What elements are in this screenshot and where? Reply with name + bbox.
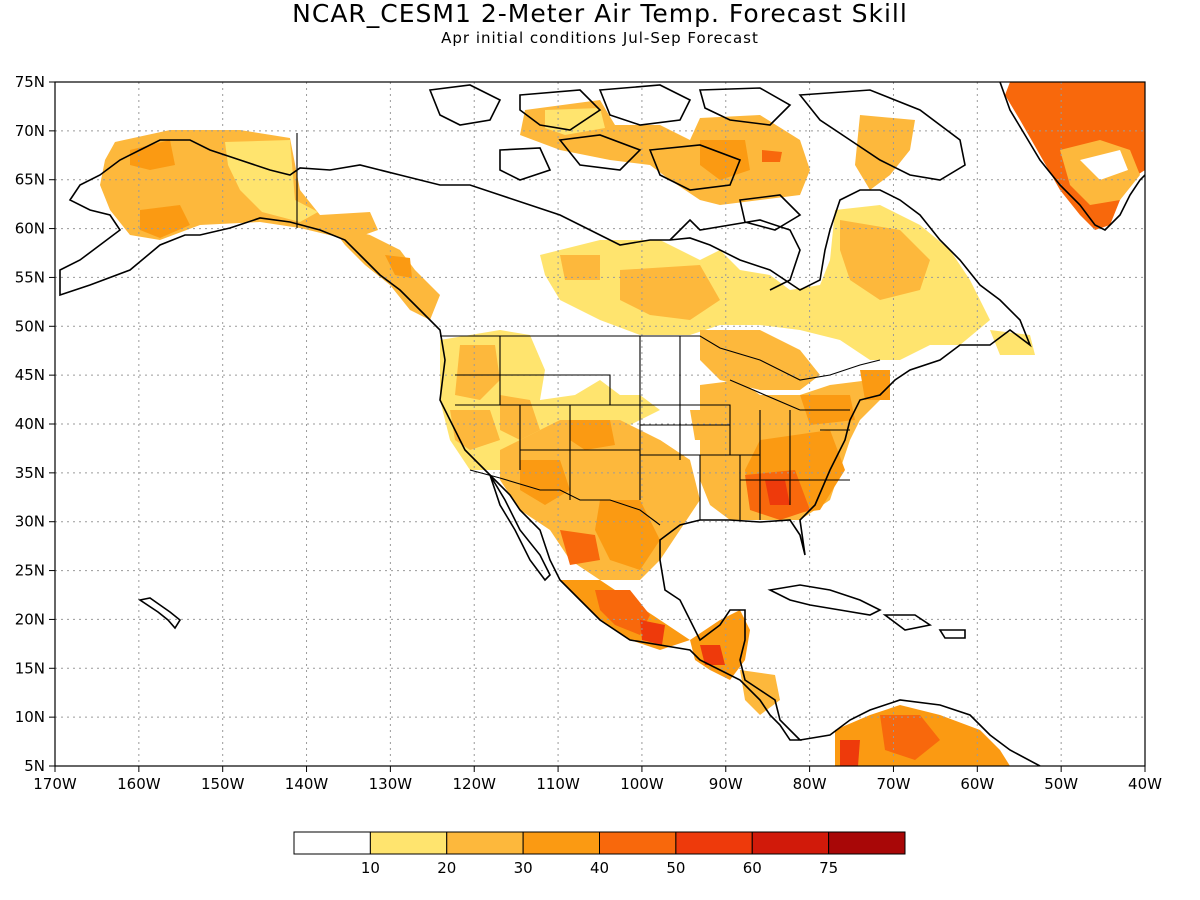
shade-bc-coast: [330, 225, 440, 320]
lat-tick-label: 35N: [15, 464, 45, 482]
political-borders: [296, 133, 881, 526]
lat-tick-label: 10N: [15, 708, 45, 726]
lat-tick-label: 15N: [15, 659, 45, 677]
coastline-south-america: [799, 699, 1041, 766]
shade-alaska-orange: [130, 140, 175, 170]
lon-tick-label: 90W: [709, 775, 743, 793]
lat-tick-label: 20N: [15, 610, 45, 628]
colorbar: 10 20 30 40 50 60 75: [293, 831, 906, 877]
lon-tick-label: 60W: [960, 775, 994, 793]
colorbar-swatch: [599, 831, 677, 855]
lat-tick-label: 5N: [24, 757, 45, 775]
map-title: NCAR_CESM1 2-Meter Air Temp. Forecast Sk…: [292, 0, 908, 28]
colorbar-label: 60: [743, 859, 762, 877]
coastline-north-america: [59, 139, 1032, 741]
colorbar-label: 10: [361, 859, 380, 877]
lon-tick-label: 150W: [201, 775, 245, 793]
lon-tick-label: 160W: [117, 775, 161, 793]
lat-tick-label: 45N: [15, 366, 45, 384]
longitude-labels: 170W 160W 150W 140W 130W 120W 110W 100W 90W 80W 70…: [33, 775, 1162, 793]
colorbar-swatch: [293, 831, 371, 855]
colorbar-swatch: [675, 831, 753, 855]
lat-tick-label: 60N: [15, 220, 45, 238]
coastline-greenland: [999, 82, 1145, 231]
colorbar-swatch: [446, 831, 524, 855]
lon-tick-label: 80W: [793, 775, 827, 793]
lon-tick-label: 100W: [620, 775, 664, 793]
lon-tick-label: 40W: [1128, 775, 1162, 793]
skill-shading: [100, 82, 1145, 766]
colorbar-label: 40: [590, 859, 609, 877]
shade-alaska-light: [225, 140, 318, 222]
lat-tick-label: 70N: [15, 122, 45, 140]
lat-tick-label: 75N: [15, 73, 45, 91]
lat-tick-label: 50N: [15, 317, 45, 335]
colorbar-swatch: [751, 831, 830, 855]
map-subtitle: Apr initial conditions Jul-Sep Forecast: [441, 29, 759, 47]
colorbar-swatch: [369, 831, 448, 855]
lon-tick-label: 70W: [877, 775, 911, 793]
lon-tick-label: 130W: [369, 775, 413, 793]
lon-tick-label: 110W: [536, 775, 580, 793]
lon-tick-label: 50W: [1044, 775, 1078, 793]
lon-tick-label: 140W: [285, 775, 329, 793]
lon-tick-label: 120W: [452, 775, 496, 793]
colorbar-swatch: [828, 831, 906, 855]
lat-tick-label: 30N: [15, 513, 45, 531]
lat-tick-label: 25N: [15, 562, 45, 580]
colorbar-label: 75: [819, 859, 838, 877]
axis-ticks: [49, 81, 1146, 772]
coastlines: [59, 82, 1145, 766]
colorbar-swatch: [522, 831, 600, 855]
latitude-labels: 5N 10N 15N 20N 25N 30N 35N 40N 45N 50N 55N 60N 65N 70…: [15, 73, 45, 775]
colorbar-label: 20: [437, 859, 456, 877]
colorbar-label: 50: [666, 859, 685, 877]
lat-tick-label: 55N: [15, 268, 45, 286]
lon-tick-label: 170W: [33, 775, 77, 793]
lat-tick-label: 40N: [15, 415, 45, 433]
colorbar-label: 30: [514, 859, 533, 877]
lat-tick-label: 65N: [15, 171, 45, 189]
